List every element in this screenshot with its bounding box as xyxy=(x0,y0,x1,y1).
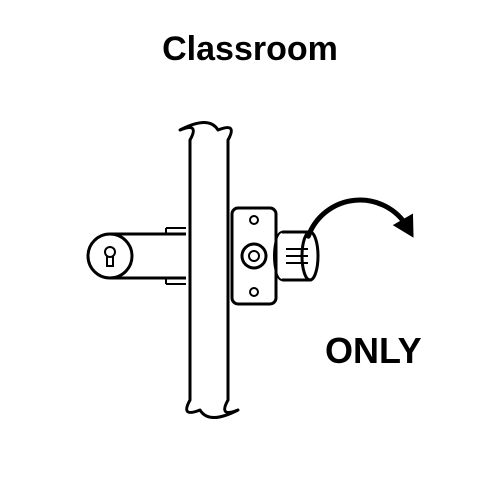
lock-diagram-svg xyxy=(0,0,500,500)
only-label: ONLY xyxy=(325,330,422,372)
diagram-title: Classroom xyxy=(0,30,500,69)
diagram-canvas: Classroom ONLY xyxy=(0,0,500,500)
